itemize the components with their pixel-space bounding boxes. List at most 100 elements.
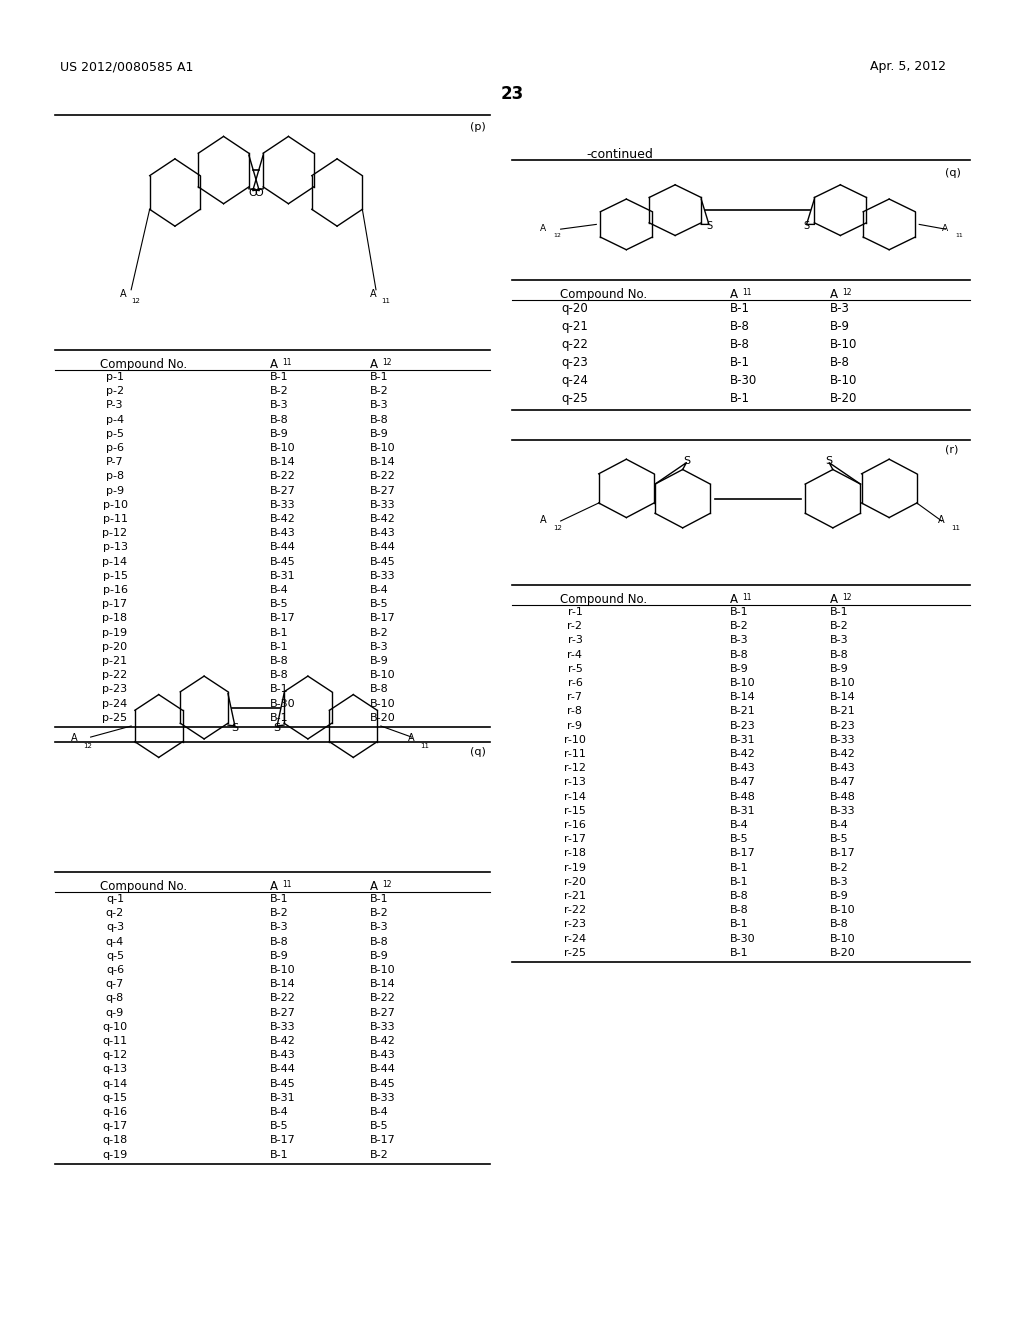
Text: B-5: B-5: [370, 1121, 389, 1131]
Text: B-17: B-17: [370, 614, 395, 623]
Text: B-1: B-1: [370, 372, 389, 381]
Text: B-10: B-10: [830, 338, 857, 351]
Text: B-5: B-5: [270, 1121, 289, 1131]
Text: 11: 11: [742, 593, 752, 602]
Text: q-23: q-23: [561, 356, 589, 370]
Text: q-8: q-8: [105, 994, 124, 1003]
Text: B-43: B-43: [270, 528, 296, 539]
Text: B-3: B-3: [830, 635, 849, 645]
Text: p-11: p-11: [102, 513, 128, 524]
Text: p-4: p-4: [105, 414, 124, 425]
Text: 12: 12: [553, 234, 561, 238]
Text: A: A: [730, 288, 738, 301]
Text: B-33: B-33: [830, 805, 856, 816]
Text: r-3: r-3: [567, 635, 583, 645]
Text: B-44: B-44: [370, 543, 396, 552]
Text: q-20: q-20: [561, 302, 589, 315]
Text: B-10: B-10: [270, 444, 296, 453]
Text: B-8: B-8: [370, 414, 389, 425]
Text: B-9: B-9: [370, 950, 389, 961]
Text: p-10: p-10: [102, 500, 128, 510]
Text: p-5: p-5: [106, 429, 124, 438]
Text: A: A: [540, 515, 547, 525]
Text: B-44: B-44: [370, 1064, 396, 1074]
Text: B-8: B-8: [270, 656, 289, 667]
Text: B-3: B-3: [730, 635, 749, 645]
Text: q-19: q-19: [102, 1150, 128, 1159]
Text: q-3: q-3: [105, 923, 124, 932]
Text: B-14: B-14: [270, 979, 296, 989]
Text: B-10: B-10: [370, 965, 395, 975]
Text: B-8: B-8: [370, 937, 389, 946]
Text: (q): (q): [945, 168, 961, 178]
Text: P-3: P-3: [106, 400, 124, 411]
Text: B-3: B-3: [370, 642, 389, 652]
Text: B-42: B-42: [730, 748, 756, 759]
Text: A: A: [370, 289, 376, 300]
Text: O: O: [255, 187, 263, 198]
Text: B-17: B-17: [830, 849, 856, 858]
Text: q-5: q-5: [105, 950, 124, 961]
Text: B-8: B-8: [270, 414, 289, 425]
Text: S: S: [825, 455, 833, 466]
Text: 11: 11: [282, 880, 292, 888]
Text: p-13: p-13: [102, 543, 128, 552]
Text: B-33: B-33: [370, 1093, 395, 1102]
Text: B-9: B-9: [730, 664, 749, 673]
Text: B-31: B-31: [730, 805, 756, 816]
Text: A: A: [270, 880, 278, 894]
Text: B-3: B-3: [270, 923, 289, 932]
Text: B-9: B-9: [270, 950, 289, 961]
Text: B-42: B-42: [830, 748, 856, 759]
Text: B-14: B-14: [370, 979, 395, 989]
Text: B-27: B-27: [270, 1007, 296, 1018]
Text: B-8: B-8: [370, 684, 389, 694]
Text: r-10: r-10: [564, 735, 586, 744]
Text: 11: 11: [282, 358, 292, 367]
Text: 12: 12: [131, 298, 140, 304]
Text: B-14: B-14: [830, 692, 856, 702]
Text: B-1: B-1: [730, 392, 750, 405]
Text: B-10: B-10: [830, 374, 857, 387]
Text: B-45: B-45: [270, 1078, 296, 1089]
Text: B-9: B-9: [830, 319, 850, 333]
Text: O: O: [249, 187, 257, 198]
Text: A: A: [370, 880, 378, 894]
Text: r-23: r-23: [564, 920, 586, 929]
Text: A: A: [270, 358, 278, 371]
Text: B-44: B-44: [270, 1064, 296, 1074]
Text: S: S: [273, 723, 281, 733]
Text: r-1: r-1: [567, 607, 583, 616]
Text: r-8: r-8: [567, 706, 583, 717]
Text: B-22: B-22: [370, 471, 396, 482]
Text: A: A: [830, 288, 838, 301]
Text: q-11: q-11: [102, 1036, 128, 1045]
Text: q-6: q-6: [105, 965, 124, 975]
Text: B-30: B-30: [730, 933, 756, 944]
Text: B-8: B-8: [830, 920, 849, 929]
Text: B-1: B-1: [830, 607, 849, 616]
Text: B-31: B-31: [270, 1093, 296, 1102]
Text: B-43: B-43: [830, 763, 856, 774]
Text: B-2: B-2: [370, 1150, 389, 1159]
Text: B-22: B-22: [370, 994, 396, 1003]
Text: B-2: B-2: [830, 622, 849, 631]
Text: US 2012/0080585 A1: US 2012/0080585 A1: [60, 59, 194, 73]
Text: B-27: B-27: [270, 486, 296, 495]
Text: q-1: q-1: [105, 894, 124, 904]
Text: B-10: B-10: [830, 906, 856, 915]
Text: q-17: q-17: [102, 1121, 128, 1131]
Text: B-9: B-9: [370, 429, 389, 438]
Text: A: A: [120, 289, 126, 300]
Text: B-1: B-1: [730, 876, 749, 887]
Text: A: A: [370, 358, 378, 371]
Text: B-30: B-30: [730, 374, 758, 387]
Text: Compound No.: Compound No.: [100, 358, 187, 371]
Text: Compound No.: Compound No.: [560, 288, 647, 301]
Text: 12: 12: [842, 288, 852, 297]
Text: B-10: B-10: [370, 444, 395, 453]
Text: B-43: B-43: [730, 763, 756, 774]
Text: B-1: B-1: [270, 684, 289, 694]
Text: B-8: B-8: [830, 356, 850, 370]
Text: B-42: B-42: [270, 1036, 296, 1045]
